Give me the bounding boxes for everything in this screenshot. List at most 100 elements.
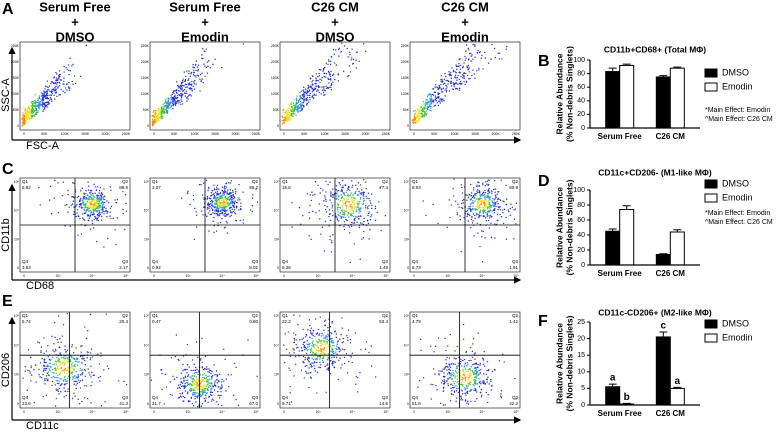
event-dot: [447, 366, 448, 367]
event-dot: [456, 397, 457, 398]
quadrant-name: Q2: [382, 313, 389, 318]
event-dot: [213, 197, 214, 198]
event-dot: [460, 382, 461, 383]
event-dot: [219, 213, 220, 214]
event-dot: [360, 222, 361, 223]
event-dot: [330, 192, 331, 193]
event-dot: [196, 369, 197, 370]
event-dot: [324, 325, 325, 326]
event-dot: [315, 86, 316, 87]
event-dot: [414, 119, 415, 120]
event-dot: [310, 194, 311, 195]
event-dot: [325, 76, 326, 77]
event-dot: [338, 55, 339, 56]
event-dot: [232, 205, 233, 206]
event-dot: [87, 330, 88, 331]
event-dot: [99, 380, 100, 381]
event-dot: [460, 375, 461, 376]
event-dot: [491, 193, 492, 194]
event-dot: [475, 383, 476, 384]
event-dot: [452, 385, 453, 386]
event-dot: [290, 118, 291, 119]
event-dot: [468, 385, 469, 386]
event-dot: [470, 203, 471, 204]
event-dot: [225, 215, 226, 216]
event-dot: [421, 110, 422, 111]
event-dot: [470, 53, 471, 54]
event-dot: [181, 82, 182, 83]
event-dot: [72, 196, 73, 197]
event-dot: [97, 215, 98, 216]
event-dot: [206, 381, 207, 382]
event-dot: [437, 89, 438, 90]
event-dot: [90, 357, 91, 358]
event-dot: [455, 385, 456, 386]
event-dot: [96, 211, 97, 212]
event-dot: [218, 202, 219, 203]
event-dot: [210, 198, 211, 199]
event-dot: [303, 87, 304, 88]
event-dot: [363, 198, 364, 199]
quadrant-name: Q3: [252, 395, 259, 400]
event-dot: [201, 381, 202, 382]
event-dot: [361, 238, 362, 239]
event-dot: [202, 48, 203, 49]
event-dot: [469, 375, 470, 376]
event-dot: [220, 195, 221, 196]
event-dot: [307, 340, 308, 341]
event-dot: [330, 71, 331, 72]
event-dot: [165, 109, 166, 110]
event-dot: [211, 401, 212, 402]
event-dot: [96, 195, 97, 196]
event-dot: [375, 220, 376, 221]
event-dot: [219, 215, 220, 216]
event-dot: [445, 366, 446, 367]
event-dot: [338, 190, 339, 191]
event-dot: [240, 202, 241, 203]
event-dot: [474, 198, 475, 199]
event-dot: [238, 184, 239, 185]
event-dot: [186, 70, 187, 71]
event-dot: [283, 122, 284, 123]
event-dot: [47, 380, 48, 381]
event-dot: [494, 210, 495, 211]
event-dot: [218, 189, 219, 190]
event-dot: [457, 378, 458, 379]
event-dot: [462, 399, 463, 400]
event-dot: [207, 190, 208, 191]
event-dot: [461, 384, 462, 385]
event-dot: [468, 49, 469, 50]
event-dot: [152, 118, 153, 119]
event-dot: [74, 366, 75, 367]
column-header: C26 CM: [311, 0, 359, 14]
event-dot: [82, 188, 83, 189]
event-dot: [316, 350, 317, 351]
event-dot: [490, 223, 491, 224]
event-dot: [291, 226, 292, 227]
y-tick-label: 10³: [274, 237, 280, 241]
quadrant-name: Q3: [512, 259, 519, 264]
event-dot: [222, 210, 223, 211]
event-dot: [484, 190, 485, 191]
event-dot: [177, 101, 178, 102]
event-dot: [455, 64, 456, 65]
event-dot: [30, 114, 31, 115]
event-dot: [438, 92, 439, 93]
event-dot: [488, 369, 489, 370]
event-dot: [354, 243, 355, 244]
event-dot: [33, 111, 34, 112]
event-dot: [55, 367, 56, 368]
event-dot: [74, 364, 75, 365]
event-dot: [489, 211, 490, 212]
event-dot: [84, 326, 85, 327]
event-dot: [71, 65, 72, 66]
event-dot: [468, 59, 469, 60]
event-dot: [32, 105, 33, 106]
event-dot: [84, 193, 85, 194]
event-dot: [58, 383, 59, 384]
event-dot: [71, 373, 72, 374]
event-dot: [65, 87, 66, 88]
event-dot: [228, 203, 229, 204]
event-dot: [316, 345, 317, 346]
event-dot: [491, 389, 492, 390]
